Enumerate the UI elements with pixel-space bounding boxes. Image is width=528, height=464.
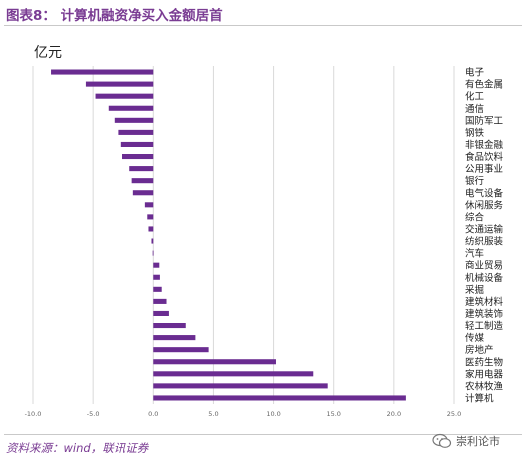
bar-汽车 — [152, 250, 154, 256]
bar-计算机 — [153, 395, 406, 401]
x-tick-labels: -10.0 -5.0 0.0 5.0 10.0 15.0 20.0 25.0 — [25, 410, 462, 418]
category-label: 采掘 — [465, 284, 484, 296]
category-label: 有色金属 — [465, 79, 503, 91]
category-label: 电气设备 — [465, 187, 504, 199]
bar-采掘 — [153, 286, 162, 292]
bar-综合 — [147, 214, 154, 220]
bar-传媒 — [153, 335, 196, 341]
bar-商业贸易 — [153, 262, 160, 268]
category-label: 商业贸易 — [465, 260, 503, 272]
category-label: 银行 — [465, 175, 485, 187]
category-label: 非银金融 — [465, 139, 504, 151]
bar-轻工制造 — [153, 323, 186, 329]
category-label: 电子 — [465, 67, 485, 79]
wechat-watermark: 崇利论市 — [432, 433, 500, 449]
category-label: 建筑装饰 — [465, 308, 503, 320]
bar-建筑装饰 — [153, 310, 169, 316]
x-tick-label: 15.0 — [326, 410, 340, 418]
x-tick-label: 5.0 — [208, 410, 218, 418]
wechat-icon — [432, 433, 452, 448]
x-tick-label: 20.0 — [387, 410, 401, 418]
category-label: 建筑材料 — [465, 296, 504, 308]
bar-交通运输 — [148, 226, 154, 232]
bar-家用电器 — [153, 371, 314, 377]
x-tick-label: 0.0 — [148, 410, 158, 418]
category-label: 计算机 — [465, 392, 494, 404]
category-label: 家用电器 — [465, 368, 504, 380]
category-label: 化工 — [465, 91, 485, 103]
bar-医药生物 — [153, 359, 276, 365]
bar-房地产 — [153, 347, 209, 353]
bar-通信 — [108, 105, 154, 111]
bar-机械设备 — [153, 274, 160, 280]
bar-电气设备 — [132, 190, 154, 196]
bar-电子 — [51, 69, 154, 75]
source-note: 资料来源：wind，联讯证券 — [6, 441, 149, 455]
sector-margin-bar-chart: 亿元 -10.0 -5.0 0.0 5.0 10.0 15.0 20.0 25.0 电子有色金… — [25, 45, 504, 418]
category-label: 汽车 — [465, 248, 484, 260]
bar-纺织服装 — [151, 238, 154, 244]
category-labels: 电子有色金属化工通信国防军工钢铁非银金融食品饮料公用事业银行电气设备休闲服务综合… — [465, 67, 504, 405]
bar-银行 — [131, 178, 154, 184]
grid-lines — [32, 66, 455, 404]
category-label: 通信 — [465, 103, 484, 115]
category-label: 食品饮料 — [465, 151, 504, 163]
bar-有色金属 — [85, 81, 154, 87]
category-label: 机械设备 — [465, 272, 504, 284]
category-label: 轻工制造 — [465, 320, 504, 332]
x-tick-label: -5.0 — [87, 410, 100, 418]
bar-休闲服务 — [144, 202, 154, 208]
category-label: 农林牧渔 — [465, 380, 504, 392]
figure-title: 图表8： 计算机融资净买入金额居首 — [6, 8, 223, 24]
category-label: 医药生物 — [465, 356, 504, 368]
category-label: 纺织服装 — [465, 236, 504, 248]
watermark-text: 崇利论市 — [456, 435, 500, 448]
category-label: 国防军工 — [465, 115, 504, 127]
x-tick-label: 10.0 — [266, 410, 280, 418]
title-divider — [4, 25, 522, 26]
x-tick-label: -10.0 — [25, 410, 42, 418]
unit-label: 亿元 — [34, 45, 62, 61]
category-label: 休闲服务 — [465, 199, 504, 211]
bar-国防军工 — [114, 117, 154, 123]
category-label: 交通运输 — [465, 223, 504, 235]
footer-divider — [4, 434, 522, 435]
category-label: 公用事业 — [465, 163, 503, 175]
bars — [51, 69, 406, 401]
bar-化工 — [95, 93, 154, 99]
bar-非银金融 — [120, 141, 154, 147]
bar-建筑材料 — [153, 298, 167, 304]
category-label: 房地产 — [465, 344, 494, 356]
category-label: 综合 — [465, 211, 485, 223]
category-label: 钢铁 — [465, 127, 485, 139]
bar-农林牧渔 — [153, 383, 328, 389]
category-label: 传媒 — [465, 332, 485, 344]
bar-公用事业 — [129, 166, 154, 172]
x-tick-label: 25.0 — [447, 410, 461, 418]
bar-食品饮料 — [122, 154, 154, 160]
bar-钢铁 — [118, 129, 154, 135]
